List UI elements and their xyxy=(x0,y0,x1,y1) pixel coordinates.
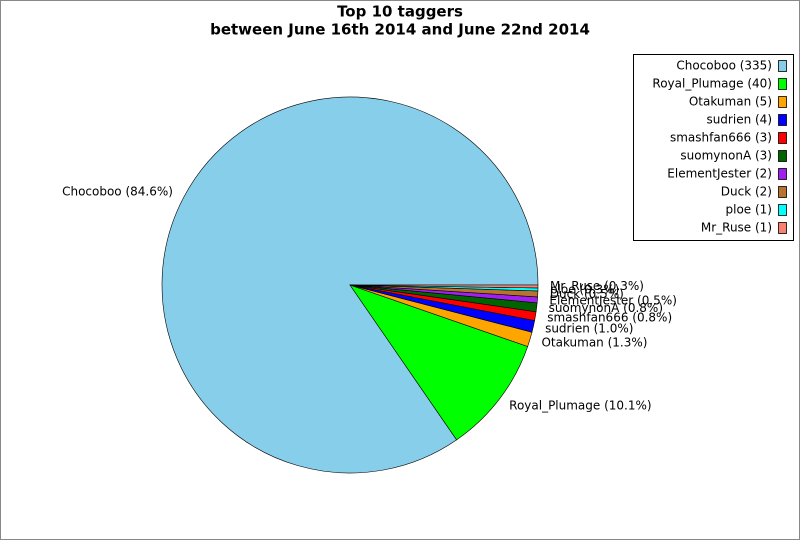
legend-swatch xyxy=(778,96,787,108)
legend-box xyxy=(633,54,794,241)
slice-label: Mr_Ruse (0.3%) xyxy=(550,279,644,293)
legend-label: Royal_Plumage (40) xyxy=(652,77,772,91)
legend-label: ElementJester (2) xyxy=(667,167,772,181)
legend-swatch xyxy=(778,114,787,126)
slice-label: Otakuman (1.3%) xyxy=(541,335,647,349)
legend-label: suomynonA (3) xyxy=(680,149,772,163)
legend-swatch xyxy=(778,150,787,162)
slice-label: ElementJester (0.5%) xyxy=(549,293,677,307)
slice-label: sudrien (1.0%) xyxy=(545,322,633,336)
legend-label: ploe (1) xyxy=(726,203,773,217)
slice-label: smashfan666 (0.8%) xyxy=(547,311,672,325)
legend-swatch xyxy=(778,78,787,90)
slice-label: ploe (0.3%) xyxy=(550,282,619,296)
legend-swatch xyxy=(778,168,787,180)
legend-label: Duck (2) xyxy=(721,185,772,199)
slice-label: Duck (0.5%) xyxy=(550,287,624,301)
legend-label: smashfan666 (3) xyxy=(670,131,772,145)
legend-label: Mr_Ruse (1) xyxy=(701,221,772,235)
pie-slice xyxy=(349,284,539,289)
legend-swatch xyxy=(778,60,787,72)
legend-swatch xyxy=(778,186,787,198)
slice-label: suomynonA (0.8%) xyxy=(549,301,663,315)
slice-label: Chocoboo (84.6%) xyxy=(62,184,173,198)
chart-title: Top 10 taggers xyxy=(337,3,463,21)
pie-slice xyxy=(349,284,529,441)
legend-swatch xyxy=(778,204,787,216)
slice-label: Royal_Plumage (10.1%) xyxy=(509,399,651,413)
legend-swatch xyxy=(778,222,787,234)
legend-label: Otakuman (5) xyxy=(689,95,772,109)
chart-subtitle: between June 16th 2014 and June 22nd 201… xyxy=(210,21,590,39)
legend-swatch xyxy=(778,132,787,144)
legend-label: Chocoboo (335) xyxy=(676,59,772,73)
legend-label: sudrien (4) xyxy=(706,113,772,127)
